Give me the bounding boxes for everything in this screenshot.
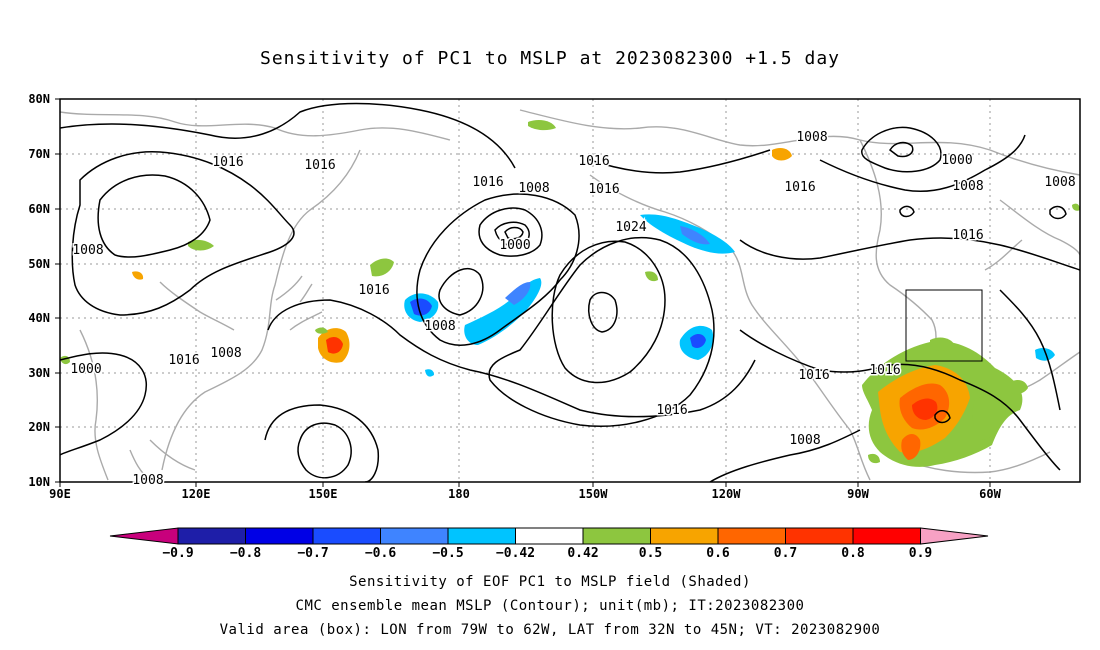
colorbar-label: 0.5 xyxy=(639,546,662,561)
sensitivity-shading xyxy=(60,120,1080,467)
lat-label-50n: 50N xyxy=(28,257,50,271)
contour-label: 1000 xyxy=(941,153,972,168)
colorbar-swatch xyxy=(109,527,179,545)
lat-label-70n: 70N xyxy=(28,147,50,161)
lon-label-150e: 150E xyxy=(309,487,338,501)
colorbar-swatch xyxy=(380,527,449,545)
contour-label: 1008 xyxy=(132,473,163,488)
colorbar-label: −0.42 xyxy=(496,546,535,561)
contour-label: 1008 xyxy=(518,181,549,196)
contour-label: 1008 xyxy=(72,243,103,258)
contour-label: 1016 xyxy=(578,154,609,169)
colorbar-swatch xyxy=(650,527,719,545)
colorbar-swatch xyxy=(717,527,786,545)
contour-label: 1016 xyxy=(212,155,243,170)
colorbar-label: −0.7 xyxy=(297,546,328,561)
contour-label: 1000 xyxy=(499,238,530,253)
lon-label-90e: 90E xyxy=(49,487,71,501)
contour-label: 1000 xyxy=(70,362,101,377)
lon-label-150w: 150W xyxy=(579,487,609,501)
colorbar: −0.9 −0.8 −0.7 −0.6 −0.5 −0.42 0.42 0.5 … xyxy=(109,527,989,561)
lat-label-40n: 40N xyxy=(28,311,50,325)
caption-line-1: Sensitivity of EOF PC1 to MSLP field (Sh… xyxy=(349,574,751,590)
contour-label: 1008 xyxy=(796,130,827,145)
contour-label: 1024 xyxy=(615,220,646,235)
contour-label: 1016 xyxy=(304,158,335,173)
lon-label-90w: 90W xyxy=(847,487,869,501)
colorbar-label: 0.6 xyxy=(706,546,730,561)
valid-area-box xyxy=(905,289,983,362)
contour-label: 1008 xyxy=(789,433,820,448)
lat-label-20n: 20N xyxy=(28,420,50,434)
coastlines xyxy=(60,109,1080,481)
colorbar-swatch xyxy=(785,527,854,545)
contour-labels: 1016 1016 1016 1016 1016 1016 1016 1016 … xyxy=(69,129,1077,490)
lat-label-60n: 60N xyxy=(28,202,50,216)
colorbar-swatch xyxy=(852,527,921,545)
contour-label: 1016 xyxy=(798,368,829,383)
caption-line-3: Valid area (box): LON from 79W to 62W, L… xyxy=(219,622,881,638)
colorbar-label: 0.7 xyxy=(774,546,797,561)
colorbar-swatch xyxy=(582,527,651,545)
lon-label-60w: 60W xyxy=(979,487,1001,501)
gridlines xyxy=(60,99,1080,482)
contour-label: 1016 xyxy=(656,403,687,418)
colorbar-label: 0.8 xyxy=(841,546,865,561)
colorbar-label: 0.42 xyxy=(567,546,598,561)
contour-label: 1016 xyxy=(168,353,199,368)
colorbar-label: −0.6 xyxy=(365,546,396,561)
contour-label: 1008 xyxy=(1044,175,1075,190)
map-frame xyxy=(59,98,1081,483)
colorbar-swatch xyxy=(920,527,989,545)
caption-line-2: CMC ensemble mean MSLP (Contour); unit(m… xyxy=(295,598,805,614)
lon-label-120w: 120W xyxy=(712,487,742,501)
contour-label: 1008 xyxy=(424,319,455,334)
colorbar-swatch xyxy=(177,527,246,545)
contour-label: 1016 xyxy=(952,228,983,243)
colorbar-swatch xyxy=(515,527,584,545)
colorbar-label: 0.9 xyxy=(909,546,932,561)
colorbar-label: −0.8 xyxy=(230,546,261,561)
colorbar-swatch xyxy=(245,527,314,545)
colorbar-label: −0.9 xyxy=(162,546,193,561)
contour-label: 1016 xyxy=(472,175,503,190)
contour-label: 1008 xyxy=(952,179,983,194)
contour-label: 1016 xyxy=(784,180,815,195)
tick-marks xyxy=(55,98,991,487)
contour-label: 1016 xyxy=(588,182,619,197)
contour-label: 1016 xyxy=(869,363,900,378)
lon-label-120e: 120E xyxy=(182,487,211,501)
lat-label-80n: 80N xyxy=(28,92,50,106)
contour-label: 1016 xyxy=(358,283,389,298)
lat-label-10n: 10N xyxy=(28,475,50,489)
lon-label-180: 180 xyxy=(448,487,470,501)
lat-label-30n: 30N xyxy=(28,366,50,380)
mslp-contours xyxy=(60,102,1080,482)
colorbar-swatch xyxy=(447,527,516,545)
colorbar-label: −0.5 xyxy=(432,546,463,561)
chart-title: Sensitivity of PC1 to MSLP at 2023082300… xyxy=(259,48,840,69)
colorbar-swatch xyxy=(312,527,381,545)
contour-label: 1008 xyxy=(210,346,241,361)
